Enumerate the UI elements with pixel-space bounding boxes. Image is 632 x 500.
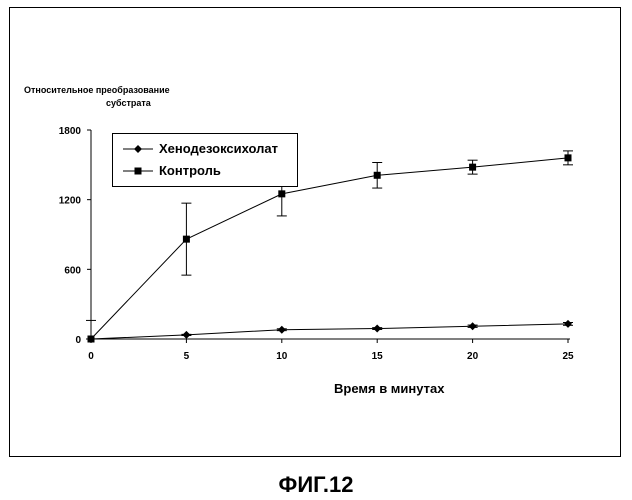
data-point-control (469, 164, 476, 171)
data-point-chenodeoxycholate (469, 322, 477, 330)
legend-entry-chenodeoxycholate: Хенодезоксихолат (121, 140, 297, 158)
legend-entry-control: Контроль (121, 162, 297, 180)
data-point-chenodeoxycholate (564, 320, 572, 328)
chart-legend: Хенодезоксихолат Контроль (112, 133, 298, 187)
data-point-control (565, 154, 572, 161)
x-tick-label: 25 (562, 351, 574, 362)
x-tick-label: 0 (88, 351, 94, 362)
data-point-control (374, 172, 381, 179)
square-marker-icon (121, 162, 155, 180)
data-point-control (183, 236, 190, 243)
diamond-marker-icon (121, 140, 155, 158)
legend-label-control: Контроль (159, 162, 221, 180)
data-point-chenodeoxycholate (278, 326, 286, 334)
data-point-chenodeoxycholate (182, 331, 190, 339)
series-line-chenodeoxycholate (91, 324, 568, 339)
x-tick-label: 20 (467, 351, 479, 362)
data-point-chenodeoxycholate (373, 325, 381, 333)
legend-label-chenodeoxycholate: Хенодезоксихолат (159, 140, 278, 158)
x-axis-label: Время в минутах (334, 381, 444, 396)
data-point-control (88, 336, 95, 343)
y-tick-label: 1200 (59, 196, 82, 207)
y-tick-label: 0 (75, 335, 81, 346)
y-tick-label: 1800 (59, 126, 82, 137)
figure-caption: ФИГ.12 (0, 472, 632, 498)
x-tick-label: 15 (372, 351, 384, 362)
y-tick-label: 600 (64, 265, 81, 276)
data-point-control (278, 190, 285, 197)
x-tick-label: 10 (276, 351, 288, 362)
x-tick-label: 5 (184, 351, 190, 362)
